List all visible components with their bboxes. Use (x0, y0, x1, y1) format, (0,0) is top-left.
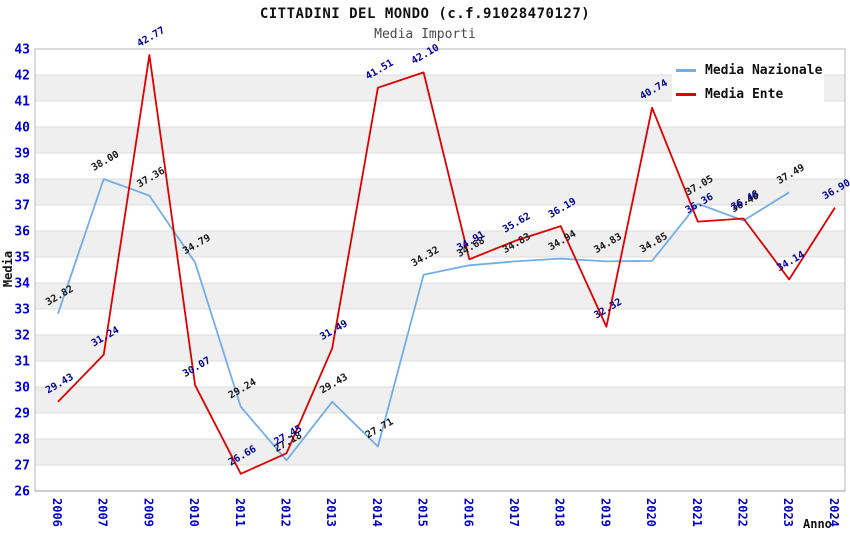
chart-title: CITTADINI DEL MONDO (c.f.91028470127) (259, 6, 591, 22)
x-tick-label: 2016 (461, 498, 475, 527)
y-tick-label: 35 (14, 251, 30, 266)
y-tick-label: 27 (14, 459, 30, 474)
y-tick-label: 29 (14, 407, 30, 422)
y-tick-label: 38 (14, 173, 30, 188)
x-tick-label: 2011 (233, 498, 247, 527)
legend-swatch-icon (676, 68, 696, 72)
x-tick-label: 2009 (141, 498, 155, 527)
plot-band (35, 231, 845, 257)
plot-band (35, 387, 845, 413)
y-tick-label: 26 (14, 485, 30, 500)
legend-label: Media Nazionale (705, 62, 823, 78)
series-line-media-ente (57, 54, 836, 475)
x-tick-label: 2019 (598, 498, 612, 527)
legend-item-media-nazionale: Media Nazionale (676, 58, 822, 82)
legend-item-media-ente: Media Ente (676, 82, 822, 106)
plot-band (35, 439, 845, 465)
plot-band (35, 283, 845, 309)
plot-band (35, 335, 845, 361)
legend-swatch-icon (676, 92, 696, 96)
x-tick-label: 2021 (690, 498, 704, 527)
y-tick-label: 28 (14, 433, 30, 448)
y-tick-label: 31 (14, 355, 30, 370)
x-tick-label: 2007 (96, 498, 110, 527)
x-tick-label: 2022 (736, 498, 750, 527)
x-tick-label: 2015 (416, 498, 430, 527)
x-axis-title: Anno (803, 517, 832, 531)
x-tick-label: 2017 (507, 498, 521, 527)
plot-band (35, 205, 845, 231)
series-line-media-nazionale (57, 178, 790, 462)
plot-band (35, 309, 845, 335)
x-tick-label: 2006 (50, 498, 64, 527)
y-tick-label: 34 (14, 277, 30, 292)
plot-band (35, 361, 845, 387)
plot-band (35, 257, 845, 283)
y-tick-label: 36 (14, 225, 30, 240)
plot-band (35, 179, 845, 205)
legend: Media Nazionale Media Ente (672, 52, 824, 112)
x-tick-label: 2014 (370, 498, 384, 527)
plot-band (35, 465, 845, 491)
y-tick-label: 37 (14, 199, 30, 214)
x-tick-label: 2012 (279, 498, 293, 527)
y-tick-label: 43 (14, 43, 30, 58)
y-tick-label: 41 (14, 95, 30, 110)
y-tick-label: 30 (14, 381, 30, 396)
plot-band (35, 153, 845, 179)
y-tick-label: 40 (14, 121, 30, 136)
y-tick-label: 32 (14, 329, 30, 344)
x-tick-label: 2010 (187, 498, 201, 527)
data-label: 42.77 (135, 25, 167, 50)
x-tick-label: 2018 (553, 498, 567, 527)
chart-subtitle: Media Importi (374, 27, 476, 42)
x-tick-label: 2020 (644, 498, 658, 527)
y-tick-label: 39 (14, 147, 30, 162)
plot-band (35, 413, 845, 439)
x-tick-label: 2013 (324, 498, 338, 527)
x-tick-label: 2024 (827, 498, 841, 527)
x-tick-label: 2023 (781, 498, 795, 527)
y-tick-label: 42 (14, 69, 30, 84)
y-tick-label: 33 (14, 303, 30, 318)
legend-label: Media Ente (705, 86, 784, 102)
